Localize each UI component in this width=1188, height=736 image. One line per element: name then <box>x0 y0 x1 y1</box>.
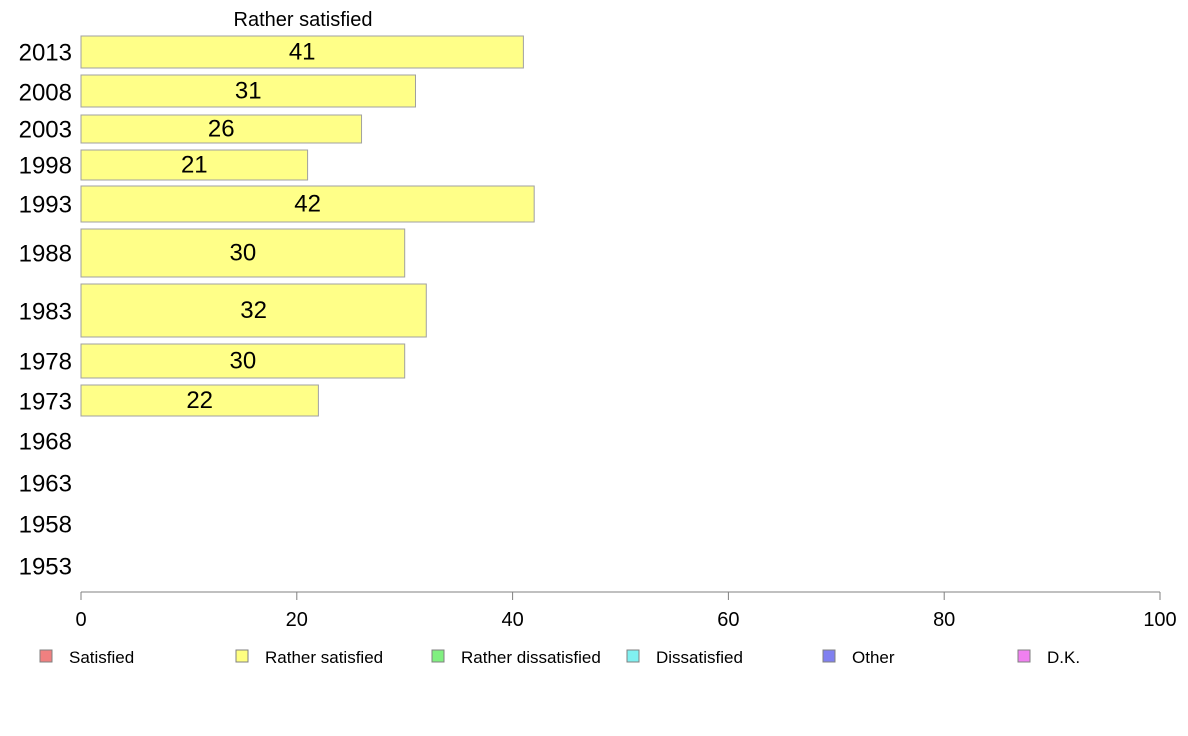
legend-swatch <box>39 649 53 663</box>
bar-2013 <box>80 35 524 69</box>
year-label-1998: 1998 <box>19 153 72 180</box>
year-label-2013: 2013 <box>19 40 72 67</box>
chart-title: Rather satisfied <box>234 9 373 31</box>
bar-value-label-1978: 30 <box>229 348 256 375</box>
bar-value-label-1993: 42 <box>294 191 321 218</box>
year-label-1963: 1963 <box>19 471 72 498</box>
legend-label: Satisfied <box>69 648 134 667</box>
year-label-2003: 2003 <box>19 117 72 144</box>
year-label-1968: 1968 <box>19 429 72 456</box>
x-tick-label-0: 0 <box>75 609 86 631</box>
year-label-1978: 1978 <box>19 349 72 376</box>
x-tick-label-80: 80 <box>933 609 955 631</box>
year-label-1983: 1983 <box>19 299 72 326</box>
legend-item: Rather satisfied <box>235 648 383 667</box>
year-label-1973: 1973 <box>19 389 72 416</box>
legend-swatch <box>626 649 640 663</box>
legend: Satisfied Rather satisfied Rather dissatis… <box>39 648 1080 667</box>
legend-swatch <box>235 649 249 663</box>
bar-value-label-1998: 21 <box>181 152 208 179</box>
year-label-1958: 1958 <box>19 512 72 539</box>
bar-value-label-2003: 26 <box>208 116 235 143</box>
year-label-1953: 1953 <box>19 554 72 581</box>
legend-item: Other <box>822 648 895 667</box>
x-axis: 0 20 40 60 80 100 <box>75 591 1177 631</box>
x-tick-label-40: 40 <box>501 609 523 631</box>
legend-label: D.K. <box>1047 648 1080 667</box>
x-tick-label-100: 100 <box>1143 609 1176 631</box>
legend-item: Dissatisfied <box>626 648 743 667</box>
bar-value-label-1973: 22 <box>186 387 213 414</box>
legend-item: Satisfied <box>39 648 134 667</box>
legend-label: Rather dissatisfied <box>461 648 601 667</box>
legend-swatch <box>431 649 445 663</box>
bar-value-label-2008: 31 <box>235 78 262 105</box>
bar-1998 <box>80 149 309 181</box>
legend-swatch <box>822 649 836 663</box>
bar-1983 <box>80 283 427 338</box>
bar-value-label-1983: 32 <box>240 297 267 324</box>
bar-value-label-1988: 30 <box>229 240 256 267</box>
legend-label: Other <box>852 648 895 667</box>
legend-swatch <box>1017 649 1031 663</box>
x-tick-label-20: 20 <box>286 609 308 631</box>
year-label-1993: 1993 <box>19 192 72 219</box>
legend-label: Rather satisfied <box>265 648 383 667</box>
year-label-2008: 2008 <box>19 80 72 107</box>
x-tick-label-60: 60 <box>717 609 739 631</box>
category-labels: 2013 2008 2003 1998 1993 1988 1983 1978 1973 1968… <box>19 40 72 581</box>
bar-value-label-2013: 41 <box>289 39 316 66</box>
year-label-1988: 1988 <box>19 241 72 268</box>
legend-label: Dissatisfied <box>656 648 743 667</box>
bar-2003 <box>80 114 363 144</box>
bar-1973 <box>80 384 319 417</box>
bar-1988 <box>80 228 406 278</box>
legend-item: Rather dissatisfied <box>431 648 601 667</box>
bar-2008 <box>80 74 416 108</box>
legend-item: D.K. <box>1017 648 1080 667</box>
bar-1993 <box>80 185 535 223</box>
bar-1978 <box>80 343 406 379</box>
